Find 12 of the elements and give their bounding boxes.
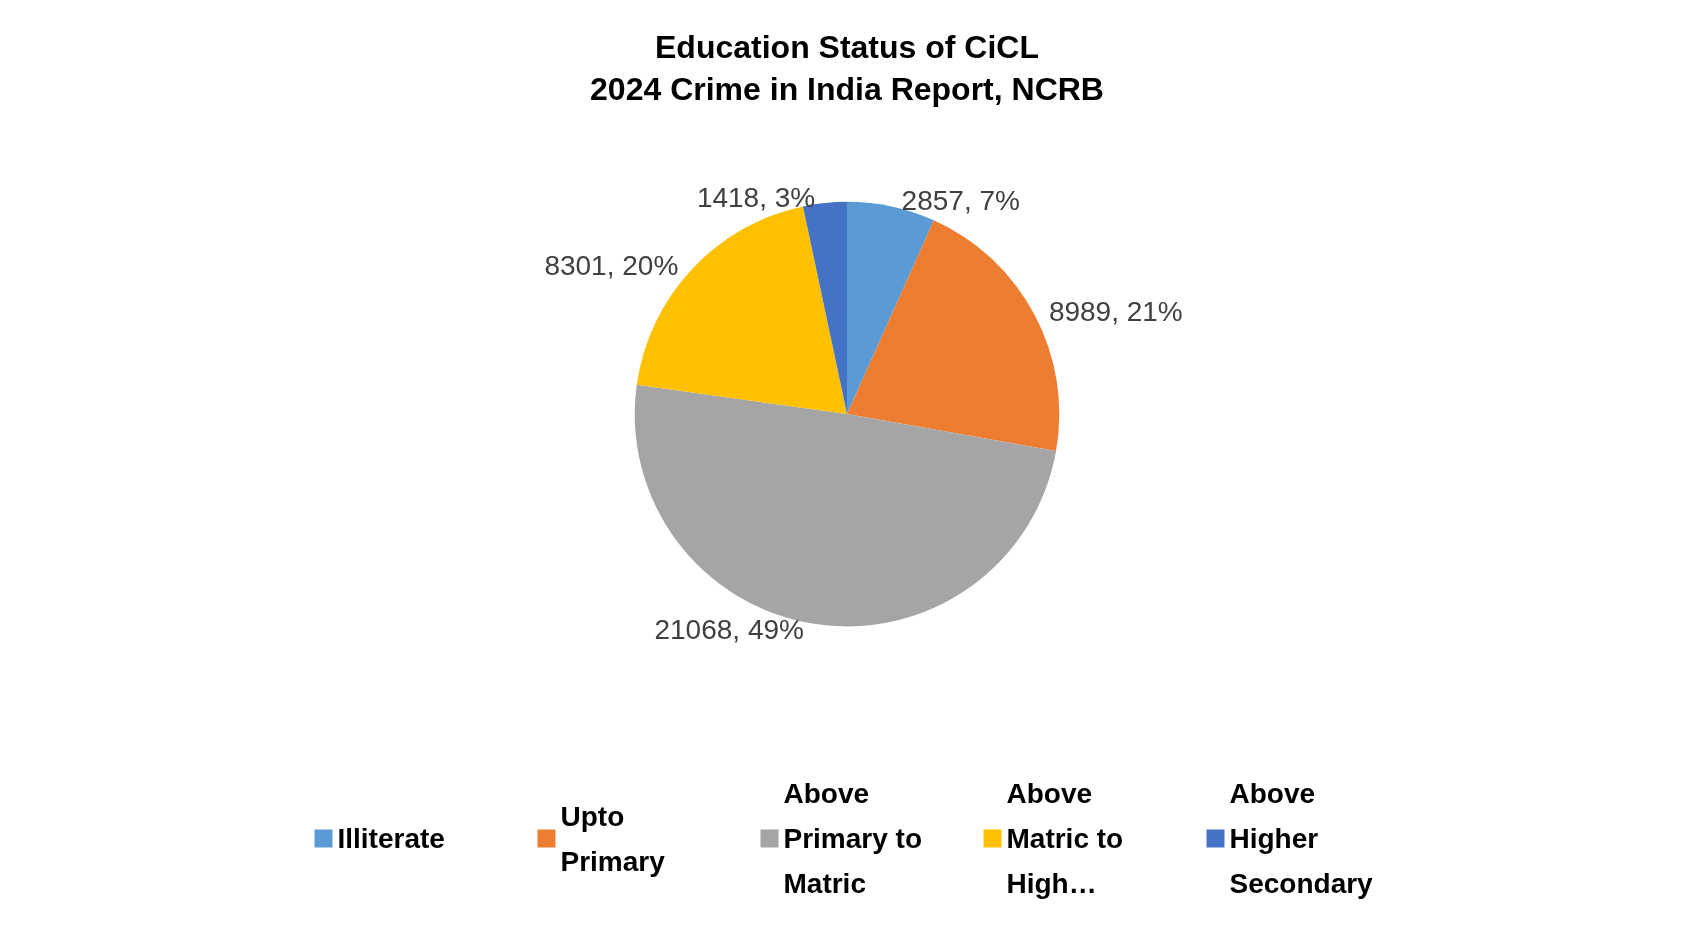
legend-label: Above Primary to Matric [783,778,930,899]
legend-label: Upto Primary [560,800,666,877]
data-label: 2857, 7% [901,185,1020,217]
data-label: 21068, 49% [654,614,804,646]
chart-title: Education Status of CiCL [655,29,1039,65]
data-label: 1418, 3% [696,181,816,213]
legend-label: Above Matric to High… [1006,778,1131,899]
legend-label: Illiterate [337,823,445,854]
chart-subtitle: 2024 Crime in India Report, NCRB [590,71,1104,107]
legend-label: Above Higher Secondary [1229,778,1374,899]
data-label: 8989, 21% [1048,296,1183,328]
data-label: 8301, 20% [544,249,679,281]
